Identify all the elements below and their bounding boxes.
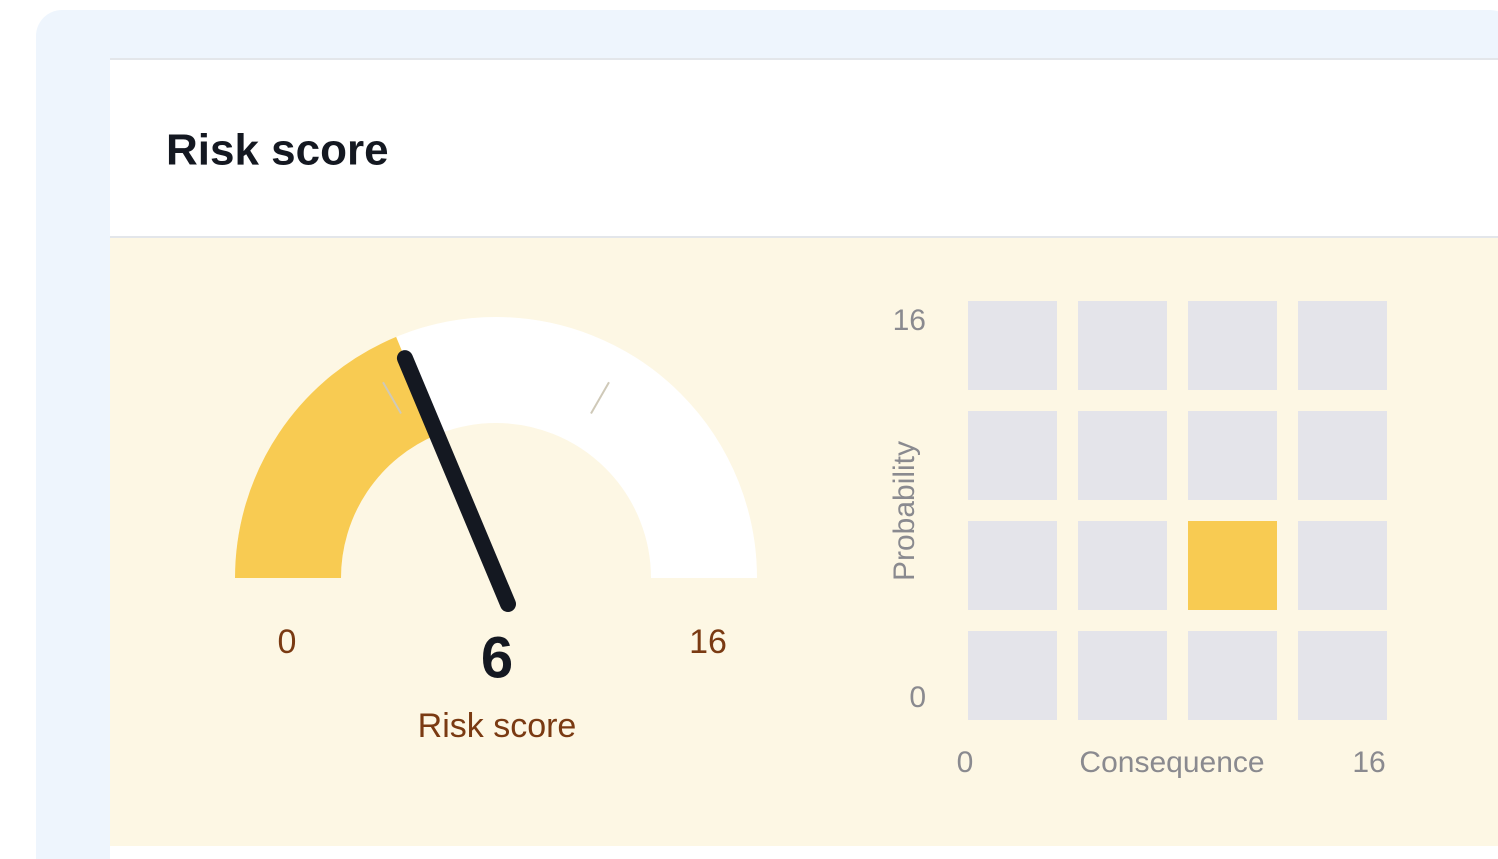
matrix-cell xyxy=(1078,521,1167,610)
risk-matrix: 0 16 0 16 Probability Consequence xyxy=(888,301,1387,779)
header-panel xyxy=(110,58,1498,238)
header-title: Risk score xyxy=(166,126,389,175)
gauge: 0 16 6 Risk score xyxy=(235,317,757,745)
highlighted-cell xyxy=(1188,521,1277,610)
y-tick-label: 0 xyxy=(909,681,926,714)
matrix-cell xyxy=(968,411,1057,500)
x-axis-label: Consequence xyxy=(1079,746,1264,779)
content-footer xyxy=(110,846,1498,859)
gauge-tick xyxy=(382,381,402,414)
y-tick-label: 16 xyxy=(893,304,926,337)
matrix-cell xyxy=(1298,301,1387,390)
matrix-cell xyxy=(968,521,1057,610)
x-tick-label: 0 xyxy=(957,746,974,779)
gauge-label: Risk score xyxy=(418,707,577,745)
y-axis-label: Probability xyxy=(888,441,921,581)
matrix-cell xyxy=(1298,631,1387,720)
matrix-cell xyxy=(1188,411,1277,500)
matrix-cell xyxy=(1078,631,1167,720)
gauge-needle xyxy=(396,350,516,612)
gauge-min-label: 0 xyxy=(278,623,297,661)
matrix-cell xyxy=(1078,301,1167,390)
matrix-cell xyxy=(968,301,1057,390)
gauge-value: 6 xyxy=(481,625,513,690)
matrix-cell xyxy=(1078,411,1167,500)
gauge-tick xyxy=(590,381,610,414)
matrix-cell xyxy=(968,631,1057,720)
gauge-max-label: 16 xyxy=(689,623,727,661)
matrix-cell xyxy=(1188,631,1277,720)
matrix-cell xyxy=(1298,411,1387,500)
matrix-cell xyxy=(1188,301,1277,390)
x-tick-label: 16 xyxy=(1352,746,1385,779)
gauge-fill xyxy=(235,336,438,580)
matrix-cell xyxy=(1298,521,1387,610)
